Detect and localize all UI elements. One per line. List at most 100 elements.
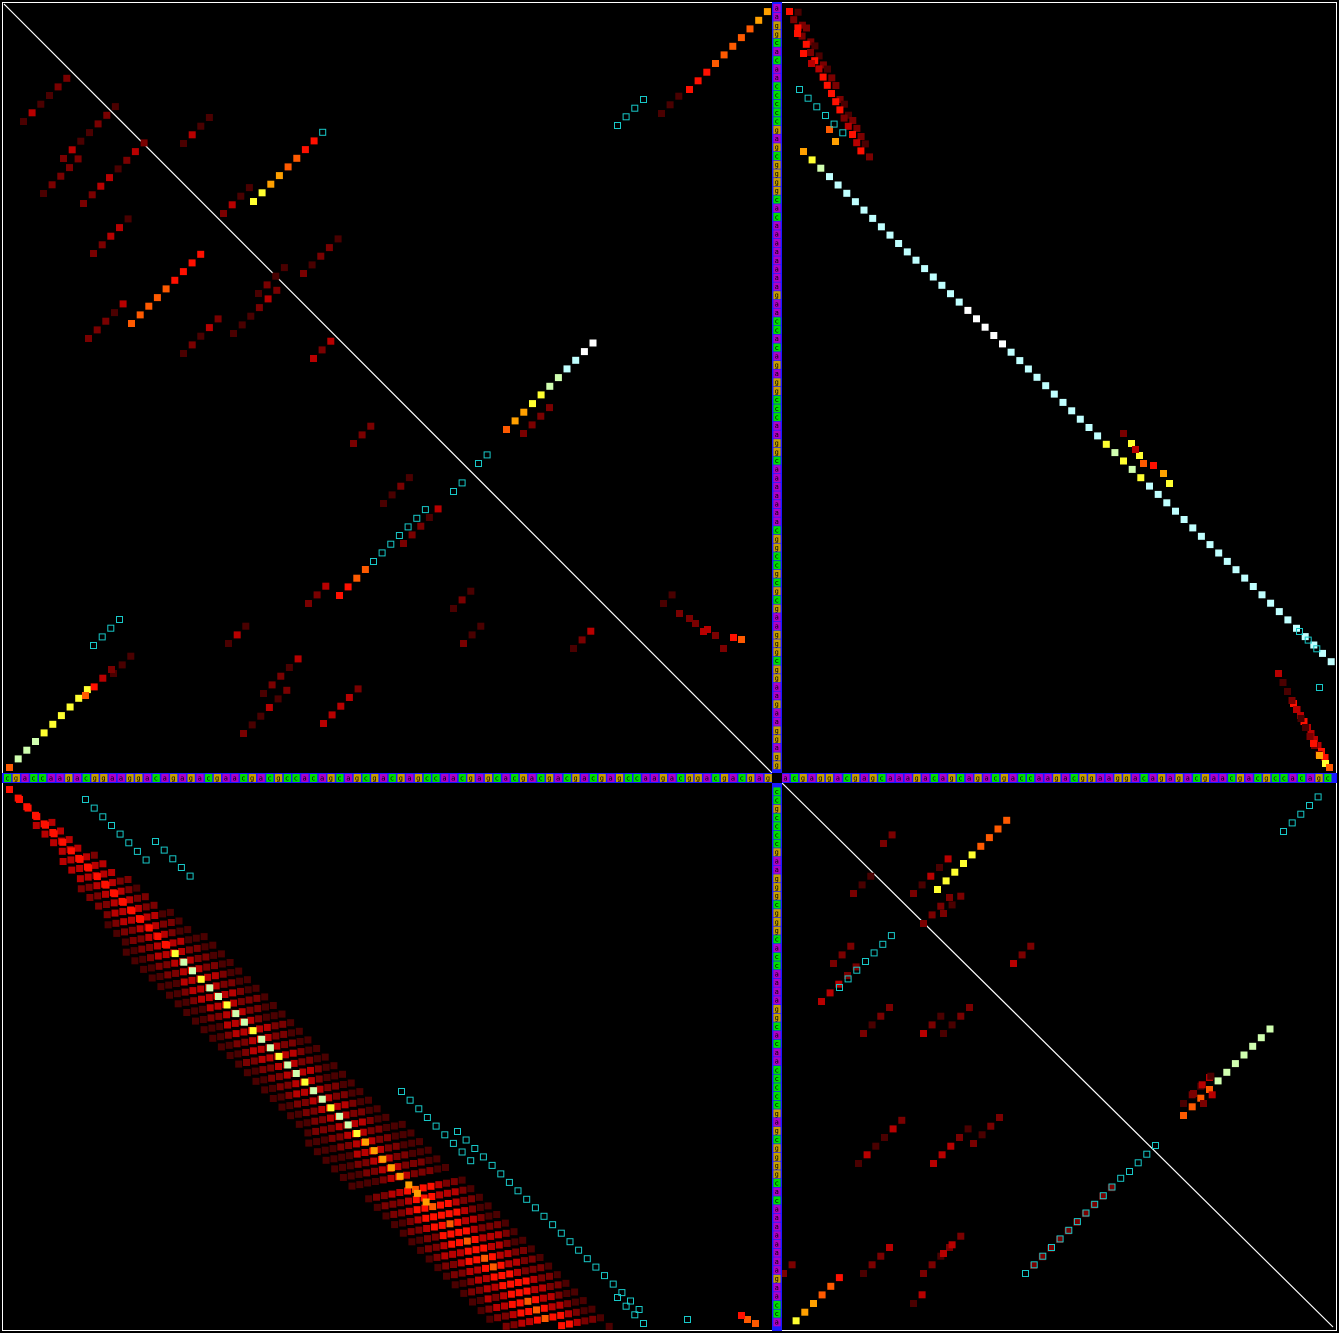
- dot: [370, 1157, 378, 1165]
- nucleotide-v: [773, 1187, 781, 1196]
- helix-dot: [405, 1181, 413, 1189]
- dot: [163, 961, 171, 969]
- nucleotide-letter: c: [294, 774, 298, 782]
- nucleotide-v: [773, 830, 781, 839]
- helix-dot: [379, 1155, 387, 1163]
- dot: [355, 1170, 363, 1178]
- dot: [320, 1126, 327, 1134]
- dot: [844, 122, 852, 130]
- helix-dot: [171, 276, 179, 284]
- dot: [303, 1119, 311, 1127]
- nucleotide-v: [773, 134, 781, 143]
- dot: [828, 90, 835, 97]
- dot: [437, 1201, 444, 1209]
- nucleotide-letter: a: [320, 774, 324, 782]
- dot: [174, 1000, 182, 1008]
- nucleotide-letter: a: [1212, 774, 1216, 782]
- nucleotide-letter: g: [775, 640, 779, 648]
- nucleotide-v: [773, 108, 781, 117]
- nucleotide-letter: c: [775, 396, 779, 404]
- helix-dot: [179, 268, 187, 276]
- dot: [482, 1264, 489, 1272]
- dot: [437, 1211, 445, 1219]
- faint-helix-dot: [1090, 1201, 1098, 1209]
- dot: [832, 138, 839, 145]
- helix-dot: [801, 1308, 809, 1316]
- dot: [316, 1085, 324, 1093]
- helix-dot: [336, 592, 343, 599]
- helix-dot: [267, 180, 275, 188]
- dot: [278, 1010, 286, 1018]
- dot: [32, 822, 40, 829]
- nucleotide-v: [773, 125, 781, 134]
- dot: [518, 1319, 526, 1327]
- nucleotide-letter: a: [775, 857, 779, 865]
- faint-helix-dot: [97, 182, 105, 190]
- dot: [434, 1264, 442, 1272]
- faint-helix-dot: [268, 681, 276, 689]
- faint-helix-dot: [860, 1030, 867, 1037]
- nucleotide-letter: c: [775, 57, 779, 65]
- nucleotide-v: [773, 630, 781, 639]
- nucleotide-h: [362, 774, 370, 782]
- dot: [446, 1220, 454, 1228]
- nucleotide-letter: c: [1299, 774, 1303, 782]
- dot: [832, 82, 840, 89]
- helix-dot: [921, 265, 929, 273]
- dot: [422, 1214, 430, 1222]
- nucleotide-letter: c: [775, 901, 779, 909]
- nucleotide-v: [773, 848, 781, 857]
- faint-helix-dot: [838, 951, 846, 959]
- dot: [313, 1055, 321, 1063]
- nucleotide-v: [773, 709, 781, 717]
- dot: [164, 971, 172, 979]
- nucleotide-letter: a: [644, 774, 648, 782]
- helix-dot: [1068, 407, 1076, 415]
- dot: [253, 994, 261, 1002]
- helix-dot: [808, 156, 816, 164]
- dot: [193, 944, 201, 952]
- nucleotide-letter: g: [775, 535, 779, 543]
- nucleotide-letter: a: [775, 709, 779, 717]
- helix-dot: [1085, 424, 1093, 431]
- dot: [539, 1284, 547, 1292]
- nucleotide-v: [773, 1240, 781, 1248]
- helix-dot: [128, 907, 136, 915]
- dot: [399, 1229, 407, 1237]
- outline-dot: [467, 1157, 475, 1165]
- nucleotide-v: [773, 491, 781, 500]
- dot: [85, 883, 93, 891]
- dot: [269, 1095, 277, 1102]
- nucleotide-h: [782, 774, 790, 782]
- nucleotide-letter: g: [276, 774, 280, 782]
- faint-helix-dot: [300, 270, 307, 277]
- outline-dot: [822, 112, 829, 119]
- nucleotide-letter: a: [775, 1206, 779, 1214]
- helix-dot: [180, 958, 188, 966]
- helix-dot: [206, 984, 214, 992]
- dot: [345, 1152, 353, 1160]
- helix-dot: [1024, 365, 1032, 373]
- dot: [545, 1262, 553, 1270]
- nucleotide-v: [773, 578, 781, 587]
- dot: [134, 904, 142, 912]
- faint-helix-dot: [124, 215, 132, 223]
- faint-helix-dot: [788, 1261, 796, 1269]
- faint-helix-dot: [948, 1241, 956, 1249]
- dot: [412, 1196, 420, 1204]
- outline-dot: [1073, 1218, 1081, 1226]
- nucleotide-v: [773, 691, 781, 700]
- helix-dot: [82, 692, 89, 699]
- dot: [152, 922, 160, 930]
- dot: [399, 1131, 407, 1139]
- dot: [237, 987, 244, 995]
- nucleotide-v: [773, 561, 781, 570]
- dot: [330, 1062, 338, 1070]
- dot: [287, 1112, 295, 1120]
- dot: [486, 1315, 494, 1323]
- helix-dot: [249, 1027, 257, 1035]
- nucleotide-letter: g: [93, 774, 97, 782]
- dot: [676, 610, 683, 617]
- nucleotide-v: [773, 1318, 781, 1327]
- helix-dot: [1076, 415, 1084, 423]
